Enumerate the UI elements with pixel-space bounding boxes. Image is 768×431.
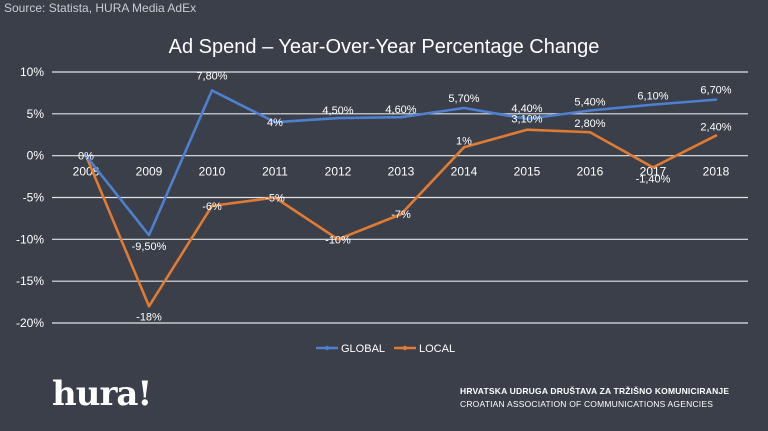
legend-label-local: LOCAL bbox=[419, 343, 455, 355]
data-label-global: 6,10% bbox=[637, 91, 668, 103]
data-label-global: 6,70% bbox=[700, 85, 731, 97]
data-label-local: 2,40% bbox=[700, 122, 731, 134]
data-label-global: 0% bbox=[78, 151, 94, 163]
legend-label-global: GLOBAL bbox=[341, 343, 385, 355]
x-tick-label: 2018 bbox=[703, 165, 730, 179]
y-tick-label: -10% bbox=[16, 232, 44, 246]
y-tick-label: 10% bbox=[20, 65, 44, 79]
x-tick-label: 2013 bbox=[388, 165, 415, 179]
data-label-local: -6% bbox=[202, 201, 222, 213]
association-name-hr: HRVATSKA UDRUGA DRUŠTAVA ZA TRŽIŠNO KOMU… bbox=[460, 386, 730, 396]
data-label-local: 3,10% bbox=[511, 114, 542, 126]
legend-marker-global bbox=[324, 345, 330, 351]
x-tick-label: 2016 bbox=[577, 165, 604, 179]
data-label-global: 4% bbox=[267, 117, 283, 129]
data-label-local: 2,80% bbox=[574, 118, 605, 130]
data-label-global: 4,40% bbox=[511, 103, 542, 115]
y-tick-label: -20% bbox=[16, 316, 44, 330]
data-label-global: 5,40% bbox=[574, 96, 605, 108]
x-tick-label: 2017 bbox=[640, 165, 667, 179]
data-label-global: 4,60% bbox=[385, 104, 416, 116]
series-line-global bbox=[84, 89, 718, 237]
data-label-local: -1,40% bbox=[636, 173, 671, 185]
x-tick-label: 2009 bbox=[136, 165, 163, 179]
hura-logo: hura! bbox=[52, 374, 152, 414]
data-label-local: 1% bbox=[456, 135, 472, 147]
x-tick-label: 2011 bbox=[262, 165, 288, 179]
x-tick-label: 2014 bbox=[451, 165, 478, 179]
data-label-local: -7% bbox=[391, 209, 411, 221]
y-tick-label: 5% bbox=[27, 107, 45, 121]
data-label-global: 7,80% bbox=[196, 70, 227, 82]
y-tick-label: -5% bbox=[23, 191, 45, 205]
x-tick-label: 2010 bbox=[199, 165, 226, 179]
association-name-en: CROATIAN ASSOCIATION OF COMMUNICATIONS A… bbox=[460, 399, 714, 409]
x-tick-label: 2015 bbox=[514, 165, 541, 179]
source-note: Source: Statista, HURA Media AdEx bbox=[4, 1, 197, 15]
y-tick-label: -15% bbox=[16, 274, 44, 288]
data-label-global: -9,50% bbox=[132, 241, 167, 253]
y-tick-label: 0% bbox=[27, 149, 45, 163]
data-label-global: 5,70% bbox=[448, 93, 479, 105]
x-tick-label: 2012 bbox=[325, 165, 352, 179]
data-label-local: -5% bbox=[265, 193, 285, 205]
data-label-local: -10% bbox=[325, 234, 351, 246]
legend-marker-local bbox=[402, 345, 408, 351]
chart-title: Ad Spend – Year-Over-Year Percentage Cha… bbox=[168, 36, 600, 58]
series-line-local bbox=[84, 128, 718, 308]
data-label-global: 4,50% bbox=[322, 105, 353, 117]
data-label-local: -18% bbox=[136, 311, 162, 323]
